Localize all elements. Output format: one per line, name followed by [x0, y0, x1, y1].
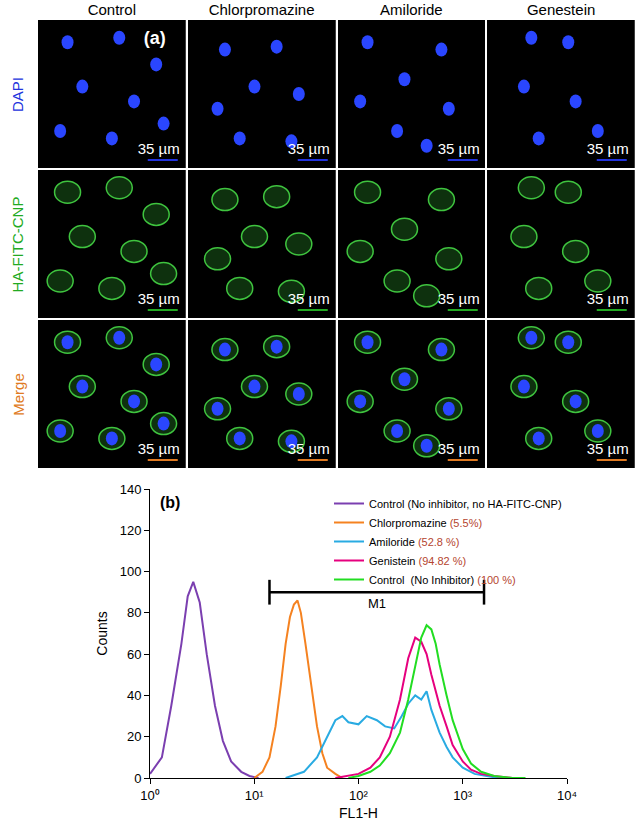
svg-text:Genistein (94.82 %): Genistein (94.82 %) [369, 555, 466, 567]
svg-text:(b): (b) [160, 494, 180, 511]
html-text:Merge: Merge [9, 372, 27, 416]
svg-text:40: 40 [127, 688, 141, 703]
svg-text:Amiloride (52.8 %): Amiloride (52.8 %) [369, 536, 459, 548]
svg-text:35 µm: 35 µm [437, 440, 479, 457]
svg-text:Counts: Counts [94, 611, 110, 655]
html-text:DAPI: DAPI [9, 76, 27, 112]
svg-text:35 µm: 35 µm [288, 140, 330, 157]
svg-text:10¹: 10¹ [245, 788, 264, 803]
html-text:HA-FITC-CNP: HA-FITC-CNP [9, 196, 27, 292]
svg-text:35 µm: 35 µm [437, 290, 479, 307]
svg-text:35 µm: 35 µm [138, 290, 180, 307]
svg-text:35 µm: 35 µm [138, 440, 180, 457]
svg-text:120: 120 [120, 523, 142, 538]
html-text:Chlorpromazine: Chlorpromazine [208, 1, 315, 18]
svg-text:FL1-H: FL1-H [339, 805, 378, 821]
svg-text:10³: 10³ [453, 788, 472, 803]
svg-text:10⁰: 10⁰ [140, 788, 159, 803]
svg-text:10⁴: 10⁴ [557, 788, 577, 803]
html-text:Amiloride: Amiloride [380, 1, 443, 18]
svg-text:35 µm: 35 µm [437, 140, 479, 157]
svg-text:Chlorpromazine (5.5%): Chlorpromazine (5.5%) [369, 517, 482, 529]
svg-text:140: 140 [120, 482, 142, 497]
svg-text:80: 80 [127, 605, 141, 620]
svg-text:20: 20 [127, 729, 141, 744]
svg-text:Control (No inhibitor, no HA-F: Control (No inhibitor, no HA-FITC-CNP) [369, 498, 562, 510]
svg-text:0: 0 [134, 771, 141, 786]
svg-text:35 µm: 35 µm [288, 440, 330, 457]
svg-text:Control (No Inhibitor) (100 %: Control (No Inhibitor) (100 %) [369, 574, 516, 586]
svg-text:M1: M1 [368, 596, 386, 611]
html-text:Genestein: Genestein [526, 1, 596, 18]
svg-text:100: 100 [120, 564, 142, 579]
svg-text:35 µm: 35 µm [138, 140, 180, 157]
svg-text:(a): (a) [144, 28, 166, 48]
svg-text:35 µm: 35 µm [587, 440, 629, 457]
svg-text:10²: 10² [349, 788, 368, 803]
html-text:Control: Control [87, 1, 136, 18]
svg-text:35 µm: 35 µm [587, 290, 629, 307]
svg-text:35 µm: 35 µm [288, 290, 330, 307]
svg-text:60: 60 [127, 647, 141, 662]
svg-text:35 µm: 35 µm [587, 140, 629, 157]
